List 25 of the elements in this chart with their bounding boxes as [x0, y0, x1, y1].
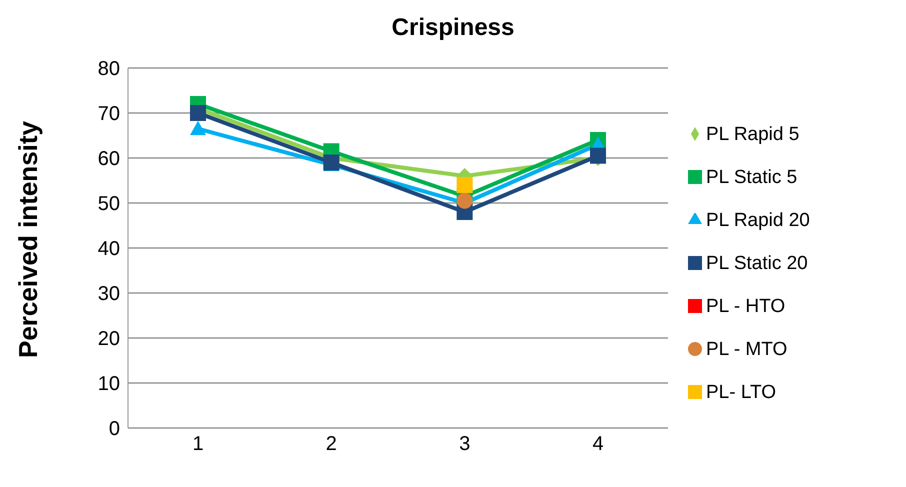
- x-tick-label: 4: [592, 433, 604, 456]
- legend-label: PL Static 20: [706, 252, 808, 274]
- legend-label: PL Rapid 20: [706, 210, 810, 230]
- point: [190, 105, 206, 121]
- point: [190, 120, 206, 136]
- y-axis-title: Perceived intensity: [13, 120, 44, 358]
- legend-label: PL Rapid 5: [706, 124, 800, 144]
- x-tick-label: 2: [326, 433, 337, 456]
- x-tick-label: 1: [192, 433, 204, 456]
- legend-label: PL- LTO: [706, 382, 776, 402]
- legend-label: PL - HTO: [706, 296, 786, 316]
- point: [590, 148, 606, 164]
- y-tick-label: 70: [98, 103, 120, 126]
- chart-title: Crispiness: [390, 13, 516, 43]
- x-tick-label: 3: [459, 433, 470, 456]
- y-tick-label: 50: [98, 193, 120, 216]
- y-tick-label: 80: [98, 58, 120, 80]
- y-tick-label: 0: [108, 418, 120, 440]
- legend-label: PL Static 5: [706, 166, 798, 188]
- y-tick-label: 20: [98, 328, 120, 350]
- legend-label: PL - MTO: [706, 338, 788, 360]
- y-tick-label: 40: [98, 238, 120, 260]
- y-tick-label: 30: [98, 283, 120, 306]
- y-tick-label: 60: [98, 148, 120, 170]
- y-tick-label: 10: [98, 373, 120, 396]
